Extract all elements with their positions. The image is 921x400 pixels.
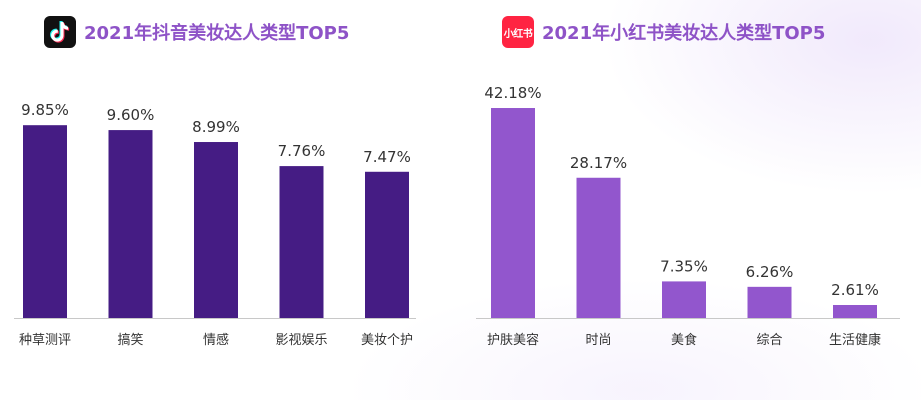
xiaohongshu-category-label-5: 生活健康 bbox=[829, 332, 881, 348]
xiaohongshu-value-label-4: 6.26% bbox=[746, 263, 794, 281]
xiaohongshu-value-label-1: 42.18% bbox=[484, 84, 541, 102]
xiaohongshu-logo-icon: 小红书 bbox=[502, 16, 534, 48]
douyin-bar-5 bbox=[365, 171, 409, 318]
xiaohongshu-value-label-2: 28.17% bbox=[570, 154, 627, 172]
xiaohongshu-value-label-5: 2.61% bbox=[831, 281, 879, 299]
douyin-value-label-1: 9.85% bbox=[21, 101, 69, 119]
xiaohongshu-chart-panel: 小红书 2021年小红书美妆达人类型TOP5 42.18% 护肤美容 28.17% 时… bbox=[462, 0, 921, 400]
xiaohongshu-chart-title: 2021年小红书美妆达人类型TOP5 bbox=[542, 23, 826, 44]
douyin-category-label-2: 搞笑 bbox=[117, 332, 143, 348]
xiaohongshu-bar-1 bbox=[491, 108, 535, 318]
douyin-bar-1 bbox=[23, 125, 67, 318]
douyin-value-label-2: 9.60% bbox=[107, 106, 155, 124]
xiaohongshu-bar-3 bbox=[662, 281, 706, 318]
xiaohongshu-logo-text: 小红书 bbox=[503, 28, 533, 40]
douyin-category-label-1: 种草测评 bbox=[19, 333, 71, 348]
xiaohongshu-bar-5 bbox=[833, 305, 877, 318]
douyin-bar-4 bbox=[279, 166, 324, 318]
douyin-category-label-3: 情感 bbox=[203, 332, 229, 348]
xiaohongshu-bar-chart: 42.18% 护肤美容 28.17% 时尚 7.35% 美食 6.26% 综合 2.61% 生活健… bbox=[476, 84, 900, 348]
xiaohongshu-category-label-4: 综合 bbox=[756, 333, 782, 348]
douyin-bar-3 bbox=[194, 142, 238, 318]
douyin-chart-header: 2021年抖音美妆达人类型TOP5 bbox=[44, 14, 349, 50]
xiaohongshu-category-label-3: 美食 bbox=[671, 332, 697, 348]
xiaohongshu-bar-4 bbox=[747, 286, 792, 318]
douyin-value-label-3: 8.99% bbox=[192, 118, 240, 136]
douyin-value-label-4: 7.76% bbox=[278, 142, 326, 160]
xiaohongshu-bar-2 bbox=[576, 177, 621, 318]
douyin-chart-title: 2021年抖音美妆达人类型TOP5 bbox=[84, 23, 350, 44]
xiaohongshu-chart-header: 小红书 2021年小红书美妆达人类型TOP5 bbox=[502, 14, 825, 50]
douyin-category-label-5: 美妆个护 bbox=[361, 333, 413, 348]
xiaohongshu-value-label-3: 7.35% bbox=[660, 257, 708, 275]
xiaohongshu-category-label-1: 护肤美容 bbox=[487, 332, 539, 348]
douyin-logo-icon bbox=[44, 16, 76, 48]
douyin-bar-chart: 9.85% 种草测评 9.60% 搞笑 8.99% 情感 7.76% 影视娱乐 7.47% 美妆个… bbox=[14, 101, 416, 348]
douyin-note-glyph-icon bbox=[50, 21, 70, 43]
douyin-category-label-4: 影视娱乐 bbox=[275, 333, 327, 348]
douyin-bar-2 bbox=[108, 130, 153, 318]
douyin-value-label-5: 7.47% bbox=[363, 148, 411, 166]
xiaohongshu-category-label-2: 时尚 bbox=[585, 333, 611, 348]
douyin-chart-panel: 2021年抖音美妆达人类型TOP5 9.85% 种草测评 9.60% 搞笑 8.99% 情… bbox=[0, 0, 460, 400]
